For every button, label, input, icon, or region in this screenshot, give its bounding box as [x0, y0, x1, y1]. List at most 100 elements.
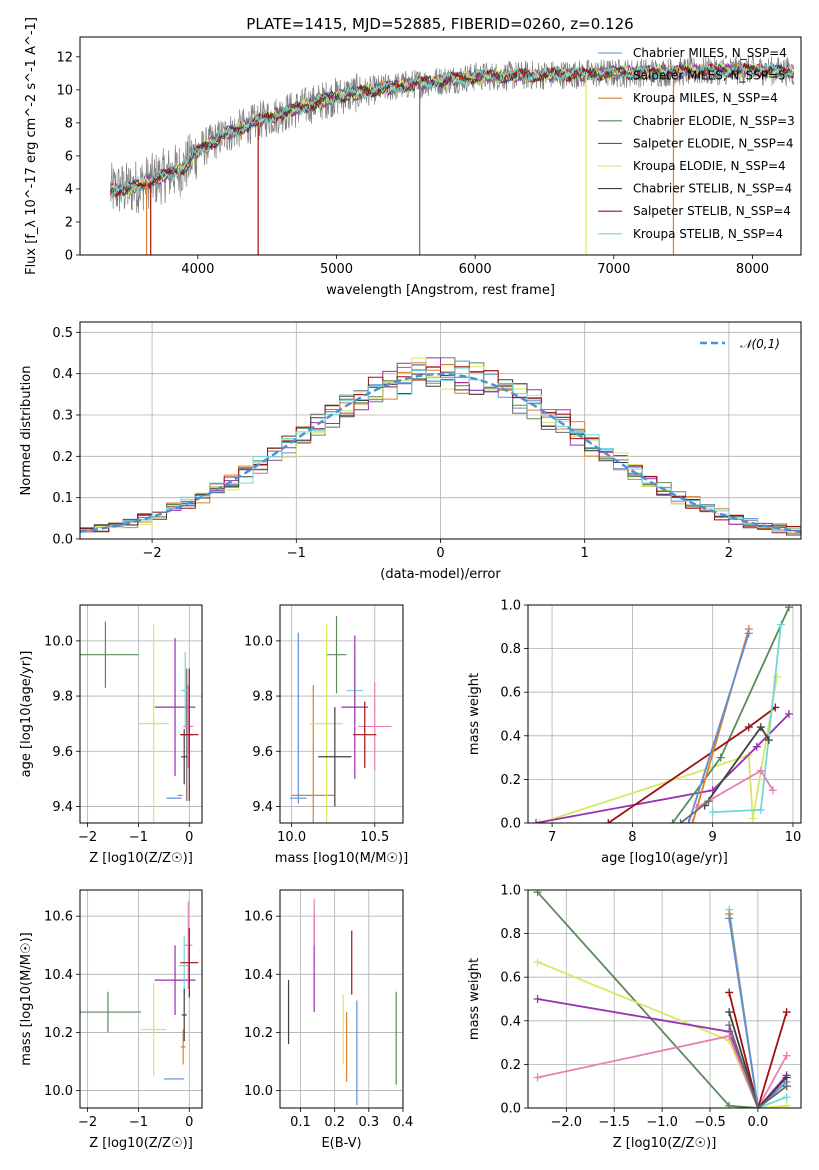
y-tick-label: 10 [56, 83, 73, 98]
x-axis-label: wavelength [Angstrom, rest frame] [326, 283, 555, 298]
mass-weight-marker [782, 1093, 791, 1102]
y-tick-label: 0.0 [52, 533, 73, 548]
x-tick-label: −2.0 [551, 1115, 583, 1130]
mass-weight-marker [782, 1082, 791, 1091]
error-bar-point [318, 707, 352, 807]
x-tick-label: −2 [78, 1115, 97, 1130]
mass-weight-marker [776, 620, 785, 629]
error-bar-point [141, 983, 167, 1077]
x-axis-label: Z [log10(Z/Z☉)] [613, 1136, 717, 1151]
y-tick-label: 6 [65, 149, 73, 164]
axes-frame [527, 604, 802, 824]
mass-weight-marker [756, 805, 765, 814]
x-tick-label: −2 [78, 830, 97, 845]
mass-weight-marker [684, 819, 693, 823]
error-bar-point [184, 901, 193, 989]
x-tick-label: −1 [129, 1115, 148, 1130]
mass-weight-marker [533, 995, 542, 1003]
mass-weight-marker [756, 766, 765, 775]
y-tick-label: 0.6 [500, 686, 521, 701]
legend-label: Salpeter MILES, N_SSP=5 [633, 69, 786, 83]
x-tick-label: −0.5 [694, 1115, 726, 1130]
mass-weight-marker [533, 957, 542, 966]
mass-weight-marker [725, 914, 734, 923]
mass-weight-line-pink [537, 1035, 788, 1108]
mass-weight-marker [748, 814, 757, 823]
mass-weight-marker [668, 819, 677, 823]
mass-weight-marker [708, 808, 717, 817]
mass-weight-marker [725, 1032, 734, 1041]
mass-weight-marker [782, 1051, 791, 1060]
legend: Chabrier MILES, N_SSP=4 Salpeter MILES, N… [598, 46, 795, 241]
plot-area [110, 55, 795, 255]
mass-weight-marker [744, 629, 753, 638]
mass-weight-line-salpeter_stelib [728, 992, 788, 1108]
x-tick-label: 6000 [459, 262, 492, 277]
error-bar-point [181, 729, 188, 785]
mass-weight-marker [704, 797, 713, 806]
error-bar-point [138, 624, 169, 823]
y-tick-label: 0 [65, 249, 73, 264]
error-bar-point [80, 621, 139, 688]
axes-frame [79, 604, 203, 824]
y-tick-label: 8 [65, 116, 73, 131]
y-tick-label: 10.0 [44, 1084, 73, 1099]
axes-frame [279, 604, 404, 824]
x-tick-label: −2 [143, 546, 162, 561]
model-spectrum-kroupa_stelib [110, 63, 794, 198]
y-tick-label: 10.4 [44, 968, 73, 983]
chart-mass_vs_Z: −2 −1 0 10.0 10.2 10.4 10.6 Z [log10(Z/Z☉)] mass… [19, 889, 203, 1151]
mass-weight-marker [752, 742, 761, 751]
x-tick-label: 4000 [181, 262, 214, 277]
legend-label: 𝒩(0,1) [740, 337, 780, 351]
mass-weight-marker [676, 819, 685, 823]
error-bar-point [309, 624, 344, 823]
mass-weight-marker [725, 1101, 734, 1108]
error-bar-point [180, 668, 199, 801]
y-tick-label: 9.4 [52, 800, 73, 815]
mass-weight-marker [744, 723, 753, 732]
x-tick-label: 0.2 [324, 1115, 345, 1130]
model-spectrum-salpeter_elodie [110, 62, 794, 196]
x-tick-label: −1 [129, 830, 148, 845]
mass-weight-marker [725, 1021, 734, 1030]
y-tick-label: 0.6 [500, 971, 521, 986]
y-tick-label: 0.4 [52, 367, 73, 382]
x-tick-label: 0.3 [358, 1115, 379, 1130]
x-axis-label: age [log10(age/yr)] [601, 851, 728, 866]
axes-frame [279, 889, 404, 1109]
legend-label: Kroupa ELODIE, N_SSP=4 [633, 159, 786, 173]
y-tick-label: 2 [65, 215, 73, 230]
y-tick-label: 1.0 [500, 599, 521, 614]
y-tick-label: 0.4 [500, 1014, 521, 1029]
y-tick-label: 0.3 [52, 409, 73, 424]
y-tick-label: 12 [56, 50, 73, 65]
legend-label: Salpeter STELIB, N_SSP=4 [633, 204, 791, 218]
error-bar-point [326, 616, 347, 694]
legend-label: Chabrier MILES, N_SSP=4 [633, 46, 787, 60]
y-tick-label: 9.6 [252, 745, 273, 760]
x-tick-label: 0.4 [393, 1115, 414, 1130]
x-tick-label: 8000 [736, 262, 769, 277]
y-tick-label: 0.8 [500, 927, 521, 942]
mass-weight-marker [784, 710, 793, 718]
x-tick-label: 0 [185, 830, 193, 845]
mass-weight-marker [756, 723, 765, 732]
x-axis-label: (data-model)/error [380, 567, 501, 582]
plot-area [80, 357, 801, 536]
mass-weight-marker [536, 819, 545, 823]
legend-label: Chabrier ELODIE, N_SSP=3 [633, 114, 795, 128]
y-axis-label: Flux [f_λ 10^-17 erg cm^-2 s^-1 A^-1] [24, 17, 39, 275]
legend-label: Kroupa STELIB, N_SSP=4 [633, 227, 783, 241]
mass-weight-marker [716, 753, 725, 762]
y-tick-label: 0.0 [500, 817, 521, 832]
y-tick-label: 0.4 [500, 729, 521, 744]
error-bar-point [181, 988, 187, 1042]
plot-area [533, 890, 791, 1108]
plot-area [287, 898, 397, 1106]
y-tick-label: 10.0 [244, 634, 273, 649]
mass-weight-marker [725, 1008, 734, 1017]
x-tick-label: 10 [785, 830, 802, 845]
y-tick-label: 10.0 [244, 1084, 273, 1099]
y-tick-label: 9.6 [52, 745, 73, 760]
